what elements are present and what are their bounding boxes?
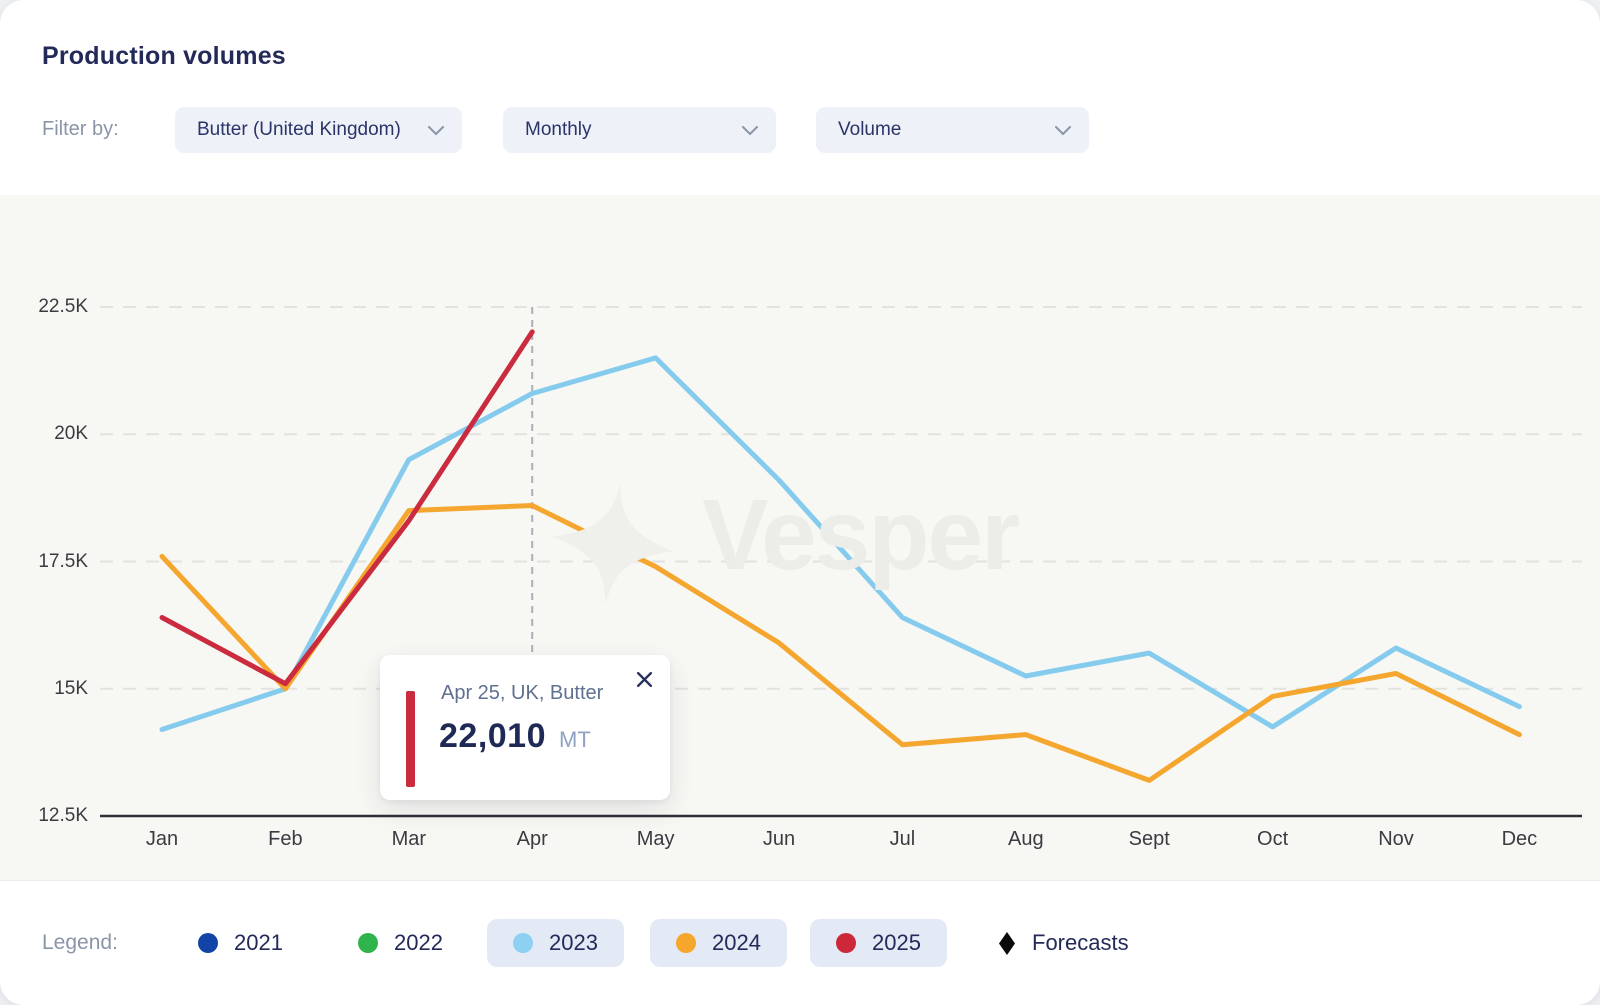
y-axis-label-15K: 15K — [54, 677, 88, 699]
filter-dropdown-metric[interactable]: Volume — [816, 107, 1089, 153]
series-line-2023[interactable] — [159, 355, 1522, 732]
legend-text: 2021 — [234, 930, 283, 955]
x-axis-label-mar: Mar — [391, 828, 427, 850]
page-title: Production volumes — [42, 42, 286, 70]
x-axis-label-jun: Jun — [762, 828, 796, 850]
x-axis-label-apr: Apr — [516, 828, 548, 850]
legend-text: 2024 — [712, 930, 761, 955]
chevron-down-icon — [1055, 126, 1071, 135]
legend-item-2025[interactable]: 2025 — [810, 919, 947, 967]
series-line-2024[interactable] — [159, 503, 1522, 783]
y-axis-label-22.5K: 22.5K — [38, 296, 88, 317]
filter-value-frequency: Monthly — [525, 119, 592, 140]
x-axis-label-aug: Aug — [1008, 828, 1044, 850]
tooltip-value: 22,010 — [439, 717, 546, 755]
tooltip-value-row: 22,010 MT — [439, 717, 591, 756]
tooltip-unit: MT — [559, 727, 591, 752]
filter-value-metric: Volume — [838, 119, 902, 140]
tooltip-accent-bar — [406, 691, 415, 787]
chevron-down-icon — [428, 126, 444, 135]
series-line-2025[interactable] — [159, 329, 535, 687]
legend-item-2023[interactable]: 2023 — [487, 919, 624, 967]
legend-text: Forecasts — [1032, 930, 1129, 955]
legend-text: 2022 — [394, 930, 443, 955]
y-axis-label-20K: 20K — [54, 423, 88, 445]
filter-value-commodity: Butter (United Kingdom) — [197, 119, 401, 140]
x-axis-label-oct: Oct — [1257, 828, 1289, 850]
legend-item-2022[interactable]: 2022 — [332, 919, 469, 967]
chart-svg — [100, 306, 1582, 818]
chevron-down-icon — [742, 126, 758, 135]
legend-dot-2022 — [358, 933, 378, 953]
filter-dropdown-frequency[interactable]: Monthly — [503, 107, 776, 153]
header: Production volumes Filter by: Butter (Un… — [0, 0, 1600, 195]
legend-item-forecasts[interactable]: Forecasts — [972, 919, 1155, 967]
legend-text: 2023 — [549, 930, 598, 955]
y-axis-label-12.5K: 12.5K — [38, 805, 88, 826]
close-icon[interactable] — [633, 668, 655, 690]
legend-dot-2021 — [198, 933, 218, 953]
legend-dot-2025 — [836, 933, 856, 953]
legend-bar: Legend: 2021 2022 2023 2024 2025 Forecasts — [0, 880, 1600, 1005]
legend-item-2021[interactable]: 2021 — [172, 919, 309, 967]
chart-area: 12.5K 15K 17.5K 20K 22.5K Jan Feb Mar Apr May Jun… — [0, 195, 1600, 880]
filter-by-label: Filter by: — [42, 118, 119, 140]
legend-label: Legend: — [42, 931, 118, 954]
x-axis-label-sept: Sept — [1128, 828, 1170, 850]
x-axis-label-may: May — [636, 828, 675, 850]
legend-dot-2023 — [513, 933, 533, 953]
x-axis-label-jan: Jan — [145, 828, 179, 850]
diamond-icon — [999, 931, 1015, 955]
tooltip-title: Apr 25, UK, Butter — [441, 682, 604, 704]
x-axis-label-jul: Jul — [889, 828, 916, 850]
x-axis-label-nov: Nov — [1378, 828, 1414, 850]
legend-dot-2024 — [676, 933, 696, 953]
tooltip: Apr 25, UK, Butter 22,010 MT — [380, 655, 670, 800]
legend-item-2024[interactable]: 2024 — [650, 919, 787, 967]
legend-text: 2025 — [872, 930, 921, 955]
x-axis-label-feb: Feb — [268, 828, 303, 850]
x-axis-label-dec: Dec — [1501, 828, 1538, 850]
filter-dropdown-commodity[interactable]: Butter (United Kingdom) — [175, 107, 462, 153]
y-axis-label-17.5K: 17.5K — [38, 550, 88, 572]
